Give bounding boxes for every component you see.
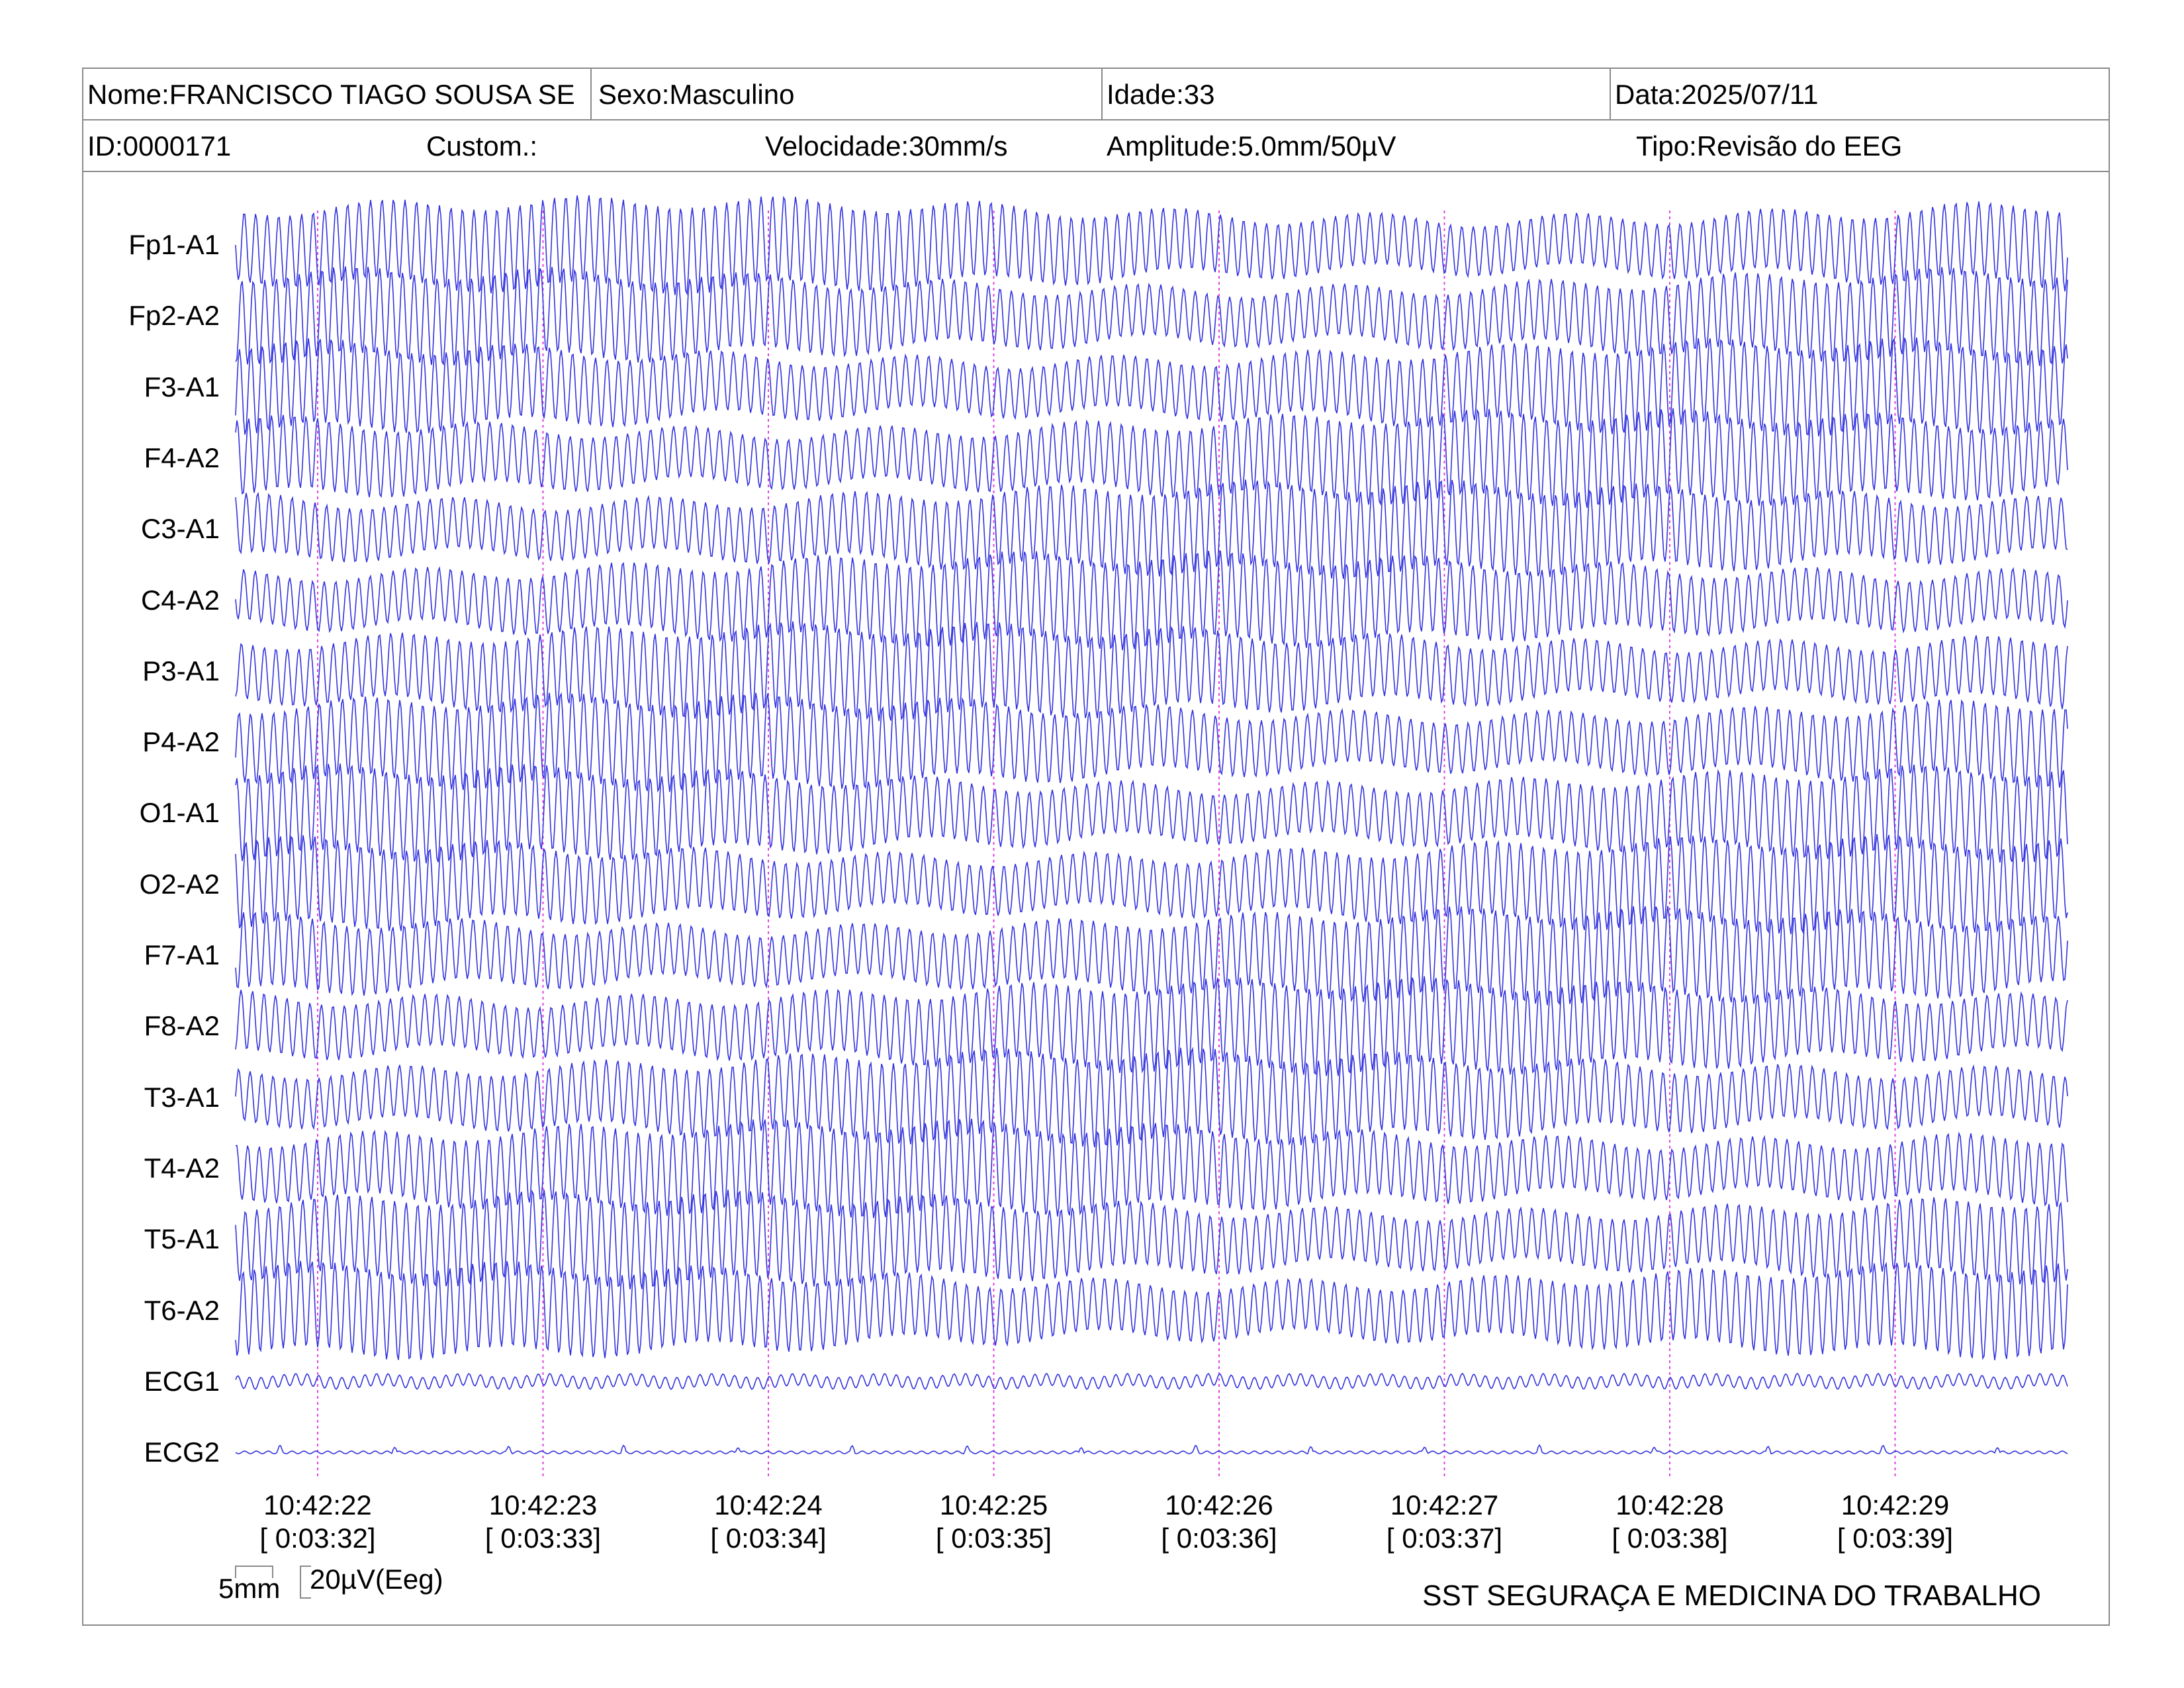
channel-label: ECG2 [144,1436,220,1468]
elapsed-time-label: [ 0:03:37] [1386,1523,1503,1554]
trace-f4-a2 [235,408,2068,508]
channel-label: C3-A1 [140,513,220,545]
scale-length-label: 5mm [218,1573,281,1604]
elapsed-time-label: [ 0:03:38] [1612,1523,1728,1554]
channel-label: F3-A1 [144,371,220,402]
trace-c4-a2 [235,550,2068,651]
exam-date: Data:2025/07/11 [1615,79,1819,110]
time-label: 10:42:22 [263,1489,372,1521]
time-label: 10:42:28 [1615,1489,1724,1521]
paper-speed: Velocidade:30mm/s [765,130,1008,162]
time-label: 10:42:27 [1390,1489,1499,1521]
elapsed-time-label: [ 0:03:35] [935,1523,1052,1554]
trace-o2-a2 [235,833,2068,935]
time-label: 10:42:24 [714,1489,823,1521]
patient-age: Idade:33 [1107,79,1215,110]
trace-ecg1 [235,1372,2068,1391]
trace-t4-a2 [235,1118,2068,1219]
time-label: 10:42:23 [488,1489,598,1521]
channel-label: F7-A1 [144,939,220,970]
patient-id: ID:0000171 [87,130,232,162]
header-divider [590,69,592,120]
header-row-exam: ID:0000171 Custom.: Velocidade:30mm/s Am… [83,120,2109,172]
elapsed-time-label: [ 0:03:39] [1837,1523,1954,1554]
header-row-patient: Nome:FRANCISCO TIAGO SOUSA SE Sexo:Mascu… [83,69,2109,120]
patient-name: Nome:FRANCISCO TIAGO SOUSA SE [87,79,575,110]
channel-label: F4-A2 [144,442,220,473]
channel-label: T4-A2 [144,1152,220,1184]
trace-fp1-a1 [235,195,2068,296]
amplitude-setting: Amplitude:5.0mm/50µV [1107,130,1396,162]
trace-c3-a1 [235,479,2068,579]
custom-field: Custom.: [426,130,538,162]
channel-label: P3-A1 [142,655,220,686]
trace-fp2-a2 [235,266,2068,367]
trace-p4-a2 [235,692,2068,793]
channel-label: Fp1-A1 [128,229,220,260]
time-label: 10:42:26 [1165,1489,1273,1521]
trace-t6-a2 [235,1260,2068,1360]
channel-label: Fp2-A2 [128,300,220,332]
trace-t3-a1 [235,1047,2068,1148]
patient-sex: Sexo:Masculino [598,79,795,110]
channel-label: C4-A2 [140,584,220,616]
channel-label: T3-A1 [144,1081,220,1113]
trace-p3-a1 [235,621,2068,722]
scale-amplitude-label: 20µV(Eeg) [310,1564,443,1595]
header-divider [1101,69,1103,120]
trace-t5-a1 [235,1189,2068,1289]
channel-label: ECG1 [144,1365,220,1397]
eeg-report-frame: Nome:FRANCISCO TIAGO SOUSA SE Sexo:Mascu… [82,68,2110,1626]
channel-label: O2-A2 [139,868,220,900]
trace-o1-a1 [235,763,2068,864]
channel-label: P4-A2 [142,726,220,758]
trace-f8-a2 [235,976,2068,1076]
channel-label: T6-A2 [144,1294,220,1326]
channel-label: T5-A1 [144,1223,220,1255]
exam-type: Tipo:Revisão do EEG [1636,130,1903,162]
channel-label: F8-A2 [144,1010,220,1042]
time-label: 10:42:29 [1841,1489,1950,1521]
time-label: 10:42:25 [939,1489,1048,1521]
elapsed-time-label: [ 0:03:34] [710,1523,827,1554]
header-divider [1610,69,1611,120]
trace-f7-a1 [235,906,2068,1006]
trace-ecg2 [235,1444,2068,1455]
elapsed-time-label: [ 0:03:32] [259,1523,376,1554]
channel-label: O1-A1 [139,797,220,829]
trace-f3-a1 [235,337,2068,437]
organization-footer: SST SEGURAÇA E MEDICINA DO TRABALHO [1422,1579,2041,1612]
elapsed-time-label: [ 0:03:36] [1161,1523,1277,1554]
elapsed-time-label: [ 0:03:33] [484,1523,602,1554]
